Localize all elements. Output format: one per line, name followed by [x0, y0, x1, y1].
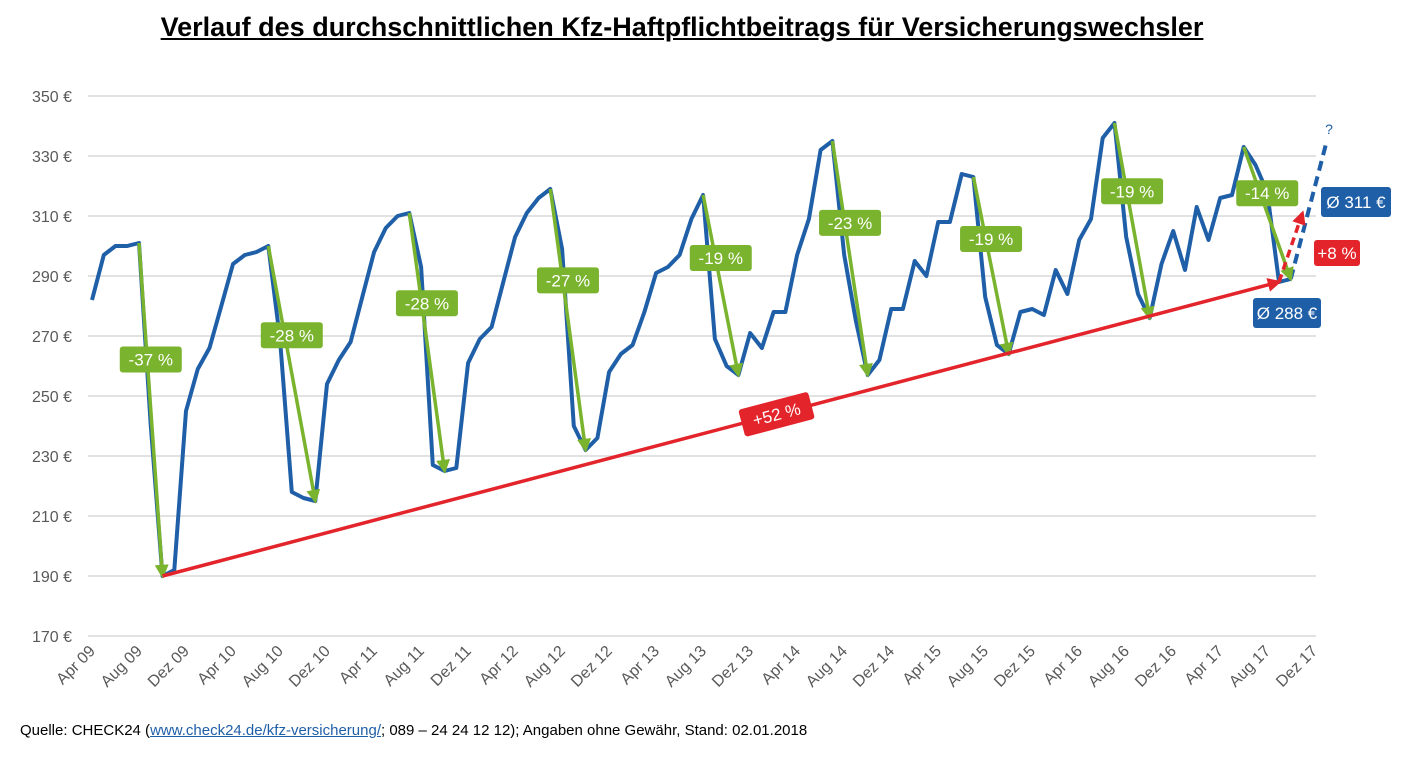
drop-arrow — [1242, 146, 1294, 282]
x-tick-label: Aug 11 — [381, 643, 428, 690]
x-tick-label: Dez 10 — [286, 643, 334, 691]
drop-label-text: -19 % — [1110, 182, 1154, 201]
drop-label: -14 % — [1236, 180, 1299, 207]
source-note: Quelle: CHECK24 (www.check24.de/kfz-vers… — [20, 722, 807, 739]
drop-label-box — [689, 245, 752, 271]
chart-title: Verlauf des durchschnittlichen Kfz-Haftp… — [160, 12, 1204, 42]
x-tick-label: Apr 09 — [53, 643, 98, 688]
series-line — [90, 121, 1292, 578]
x-tick-label: Apr 14 — [759, 643, 804, 688]
x-tick-label: Dez 17 — [1273, 643, 1321, 691]
drop-label-box — [119, 346, 182, 373]
x-tick-label: Aug 13 — [662, 643, 710, 691]
drop-arrow — [266, 245, 321, 504]
trend-arrow — [162, 278, 1282, 578]
y-tick-label: 170 € — [32, 629, 72, 646]
drop-arrow — [971, 176, 1014, 357]
drop-label: -19 % — [1101, 178, 1164, 205]
drop-label: -23 % — [819, 209, 882, 236]
y-tick-label: 350 € — [32, 89, 72, 106]
drop-label: -28 % — [395, 290, 458, 317]
x-tick-label: Dez 15 — [991, 643, 1039, 691]
x-tick-label: Apr 17 — [1182, 643, 1227, 688]
drop-arrow — [548, 188, 592, 453]
drop-label-text: -19 % — [969, 230, 1013, 249]
callout-311-box — [1321, 187, 1391, 217]
drop-label-text: -19 % — [699, 249, 743, 268]
drop-arrow — [830, 140, 873, 378]
drop-arrow — [701, 194, 744, 378]
trend-label-box — [738, 392, 815, 437]
y-tick-label: 310 € — [32, 209, 72, 226]
drop-label-box — [260, 322, 323, 349]
drop-label-box — [819, 209, 882, 236]
drop-label-box — [1101, 178, 1164, 205]
y-tick-label: 250 € — [32, 389, 72, 406]
projection-line — [1288, 143, 1328, 280]
drop-arrow — [1112, 122, 1155, 321]
drop-label: -28 % — [260, 322, 323, 349]
callout-288: Ø 288 € — [1253, 298, 1321, 328]
callout-311-text: Ø 311 € — [1326, 193, 1386, 212]
callout-288-text: Ø 288 € — [1257, 304, 1318, 323]
y-tick-label: 290 € — [32, 269, 72, 286]
source-prefix: Quelle: CHECK24 ( — [20, 722, 151, 739]
x-tick-label: Dez 09 — [145, 643, 193, 691]
projection-question-mark: ? — [1325, 121, 1333, 137]
y-tick-label: 190 € — [32, 569, 72, 586]
x-tick-label: Apr 16 — [1041, 643, 1086, 688]
drop-label: -19 % — [960, 225, 1023, 252]
drop-label-text: -14 % — [1245, 184, 1289, 203]
forecast-label-box — [1314, 240, 1360, 266]
y-tick-label: 270 € — [32, 329, 72, 346]
drop-label-text: -37 % — [129, 351, 173, 370]
drop-label-text: -23 % — [828, 214, 872, 233]
x-tick-label: Aug 15 — [944, 643, 992, 691]
x-tick-label: Apr 10 — [195, 643, 240, 688]
drop-label: -27 % — [536, 267, 599, 294]
drop-label: -19 % — [689, 245, 752, 271]
x-tick-label: Apr 15 — [900, 643, 945, 688]
x-tick-label: Aug 12 — [521, 643, 569, 691]
x-tick-label: Apr 11 — [336, 643, 381, 688]
x-tick-label: Aug 16 — [1085, 643, 1133, 691]
y-tick-label: 330 € — [32, 149, 72, 166]
drop-label-box — [536, 267, 599, 294]
callout-288-box — [1253, 298, 1321, 328]
drop-arrow — [407, 212, 450, 474]
x-tick-label: Apr 13 — [618, 643, 663, 688]
drop-arrow — [137, 242, 169, 579]
x-tick-label: Dez 11 — [428, 643, 475, 690]
y-tick-label: 210 € — [32, 509, 72, 526]
forecast-label: +8 % — [1314, 240, 1360, 266]
x-tick-label: Aug 17 — [1226, 643, 1274, 691]
x-tick-label: Aug 09 — [98, 643, 146, 691]
x-tick-label: Aug 10 — [239, 643, 287, 691]
x-tick-label: Apr 12 — [477, 643, 522, 688]
x-tick-label: Dez 16 — [1132, 643, 1180, 691]
source-link[interactable]: www.check24.de/kfz-versicherung/ — [150, 722, 381, 739]
x-tick-label: Dez 14 — [850, 643, 898, 691]
x-tick-label: Aug 14 — [803, 643, 851, 691]
drop-label-box — [960, 225, 1023, 252]
drop-label-text: -28 % — [270, 326, 314, 345]
callout-311: Ø 311 € — [1321, 187, 1391, 217]
x-tick-label: Dez 12 — [568, 643, 616, 691]
y-tick-label: 230 € — [32, 449, 72, 466]
drop-label-text: -27 % — [546, 271, 590, 290]
trend-label: +52 % — [738, 392, 815, 437]
drop-label: -37 % — [119, 346, 182, 373]
drop-label-text: -28 % — [405, 294, 449, 313]
x-tick-label: Dez 13 — [709, 643, 757, 691]
source-suffix: ; 089 – 24 24 12 12); Angaben ohne Gewäh… — [381, 722, 808, 739]
drop-label-box — [1236, 180, 1299, 207]
forecast-label-text: +8 % — [1317, 244, 1356, 263]
drop-label-box — [395, 290, 458, 317]
